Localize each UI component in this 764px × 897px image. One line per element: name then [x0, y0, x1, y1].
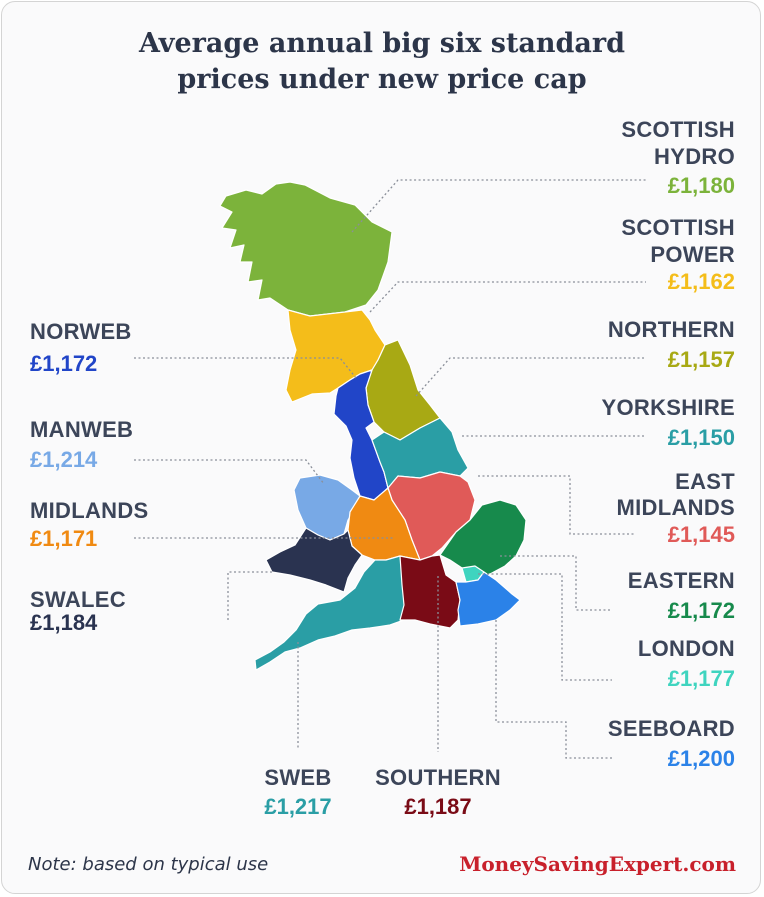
label-manweb-name: MANWEB	[30, 417, 134, 442]
leader-east-midlands	[478, 475, 636, 535]
label-yorkshire-price: £1,150	[667, 425, 735, 450]
label-swalec-name: SWALEC	[30, 587, 126, 612]
label-swalec-price: £1,184	[30, 610, 98, 635]
label-scottish-hydro-name-2: HYDRO	[654, 144, 735, 169]
label-norweb-price: £1,172	[30, 351, 98, 376]
title-line-2: prices under new price cap	[177, 64, 587, 95]
label-sweb-name: SWEB	[264, 765, 332, 790]
label-sweb-price: £1,217	[264, 794, 332, 819]
region-southern	[399, 554, 461, 629]
label-london-price: £1,177	[667, 666, 735, 691]
label-east-midlands-price: £1,145	[667, 522, 735, 547]
region-seeboard	[455, 571, 521, 627]
label-scottish-hydro-price: £1,180	[667, 173, 735, 198]
label-eastern-name: EASTERN	[627, 568, 735, 593]
label-southern-price: £1,187	[404, 794, 472, 819]
title-line-1: Average annual big six standard	[138, 28, 626, 59]
leader-scottish-hydro	[351, 179, 646, 233]
label-seeboard-price: £1,200	[667, 746, 735, 771]
footnote: Note: based on typical use	[28, 854, 269, 875]
label-norweb-name: NORWEB	[30, 319, 132, 344]
leader-norweb	[134, 357, 357, 379]
leader-manweb	[134, 459, 325, 485]
region-swalec	[265, 527, 363, 593]
leader-london	[478, 573, 612, 681]
label-east-midlands-name-1: EAST	[675, 469, 735, 494]
label-scottish-power-name-2: POWER	[650, 242, 735, 267]
leader-northern	[415, 357, 646, 397]
label-scottish-hydro-name-1: SCOTTISH	[621, 117, 735, 142]
label-scottish-power-name-1: SCOTTISH	[621, 215, 735, 240]
region-eastern	[439, 499, 527, 577]
label-midlands-name: MIDLANDS	[30, 498, 149, 523]
leader-eastern	[500, 555, 612, 611]
label-northern-price: £1,157	[667, 347, 735, 372]
region-manweb	[293, 474, 361, 541]
leader-swalec	[227, 571, 272, 620]
region-scottish-hydro	[219, 181, 393, 317]
brand-logo[interactable]: MoneySavingExpert.com	[459, 852, 736, 876]
leader-scottish-power	[369, 281, 646, 313]
label-yorkshire-name: YORKSHIRE	[601, 395, 735, 420]
label-manweb-price: £1,214	[30, 447, 98, 472]
leader-seeboard	[495, 620, 612, 759]
label-eastern-price: £1,172	[667, 598, 735, 623]
label-southern-name: SOUTHERN	[375, 765, 501, 790]
label-northern-name: NORTHERN	[607, 317, 735, 342]
label-east-midlands-name-2: MIDLANDS	[616, 495, 735, 520]
label-midlands-price: £1,171	[30, 526, 98, 551]
label-london-name: LONDON	[637, 636, 735, 661]
label-seeboard-name: SEEBOARD	[607, 716, 735, 741]
label-scottish-power-price: £1,162	[667, 269, 735, 294]
